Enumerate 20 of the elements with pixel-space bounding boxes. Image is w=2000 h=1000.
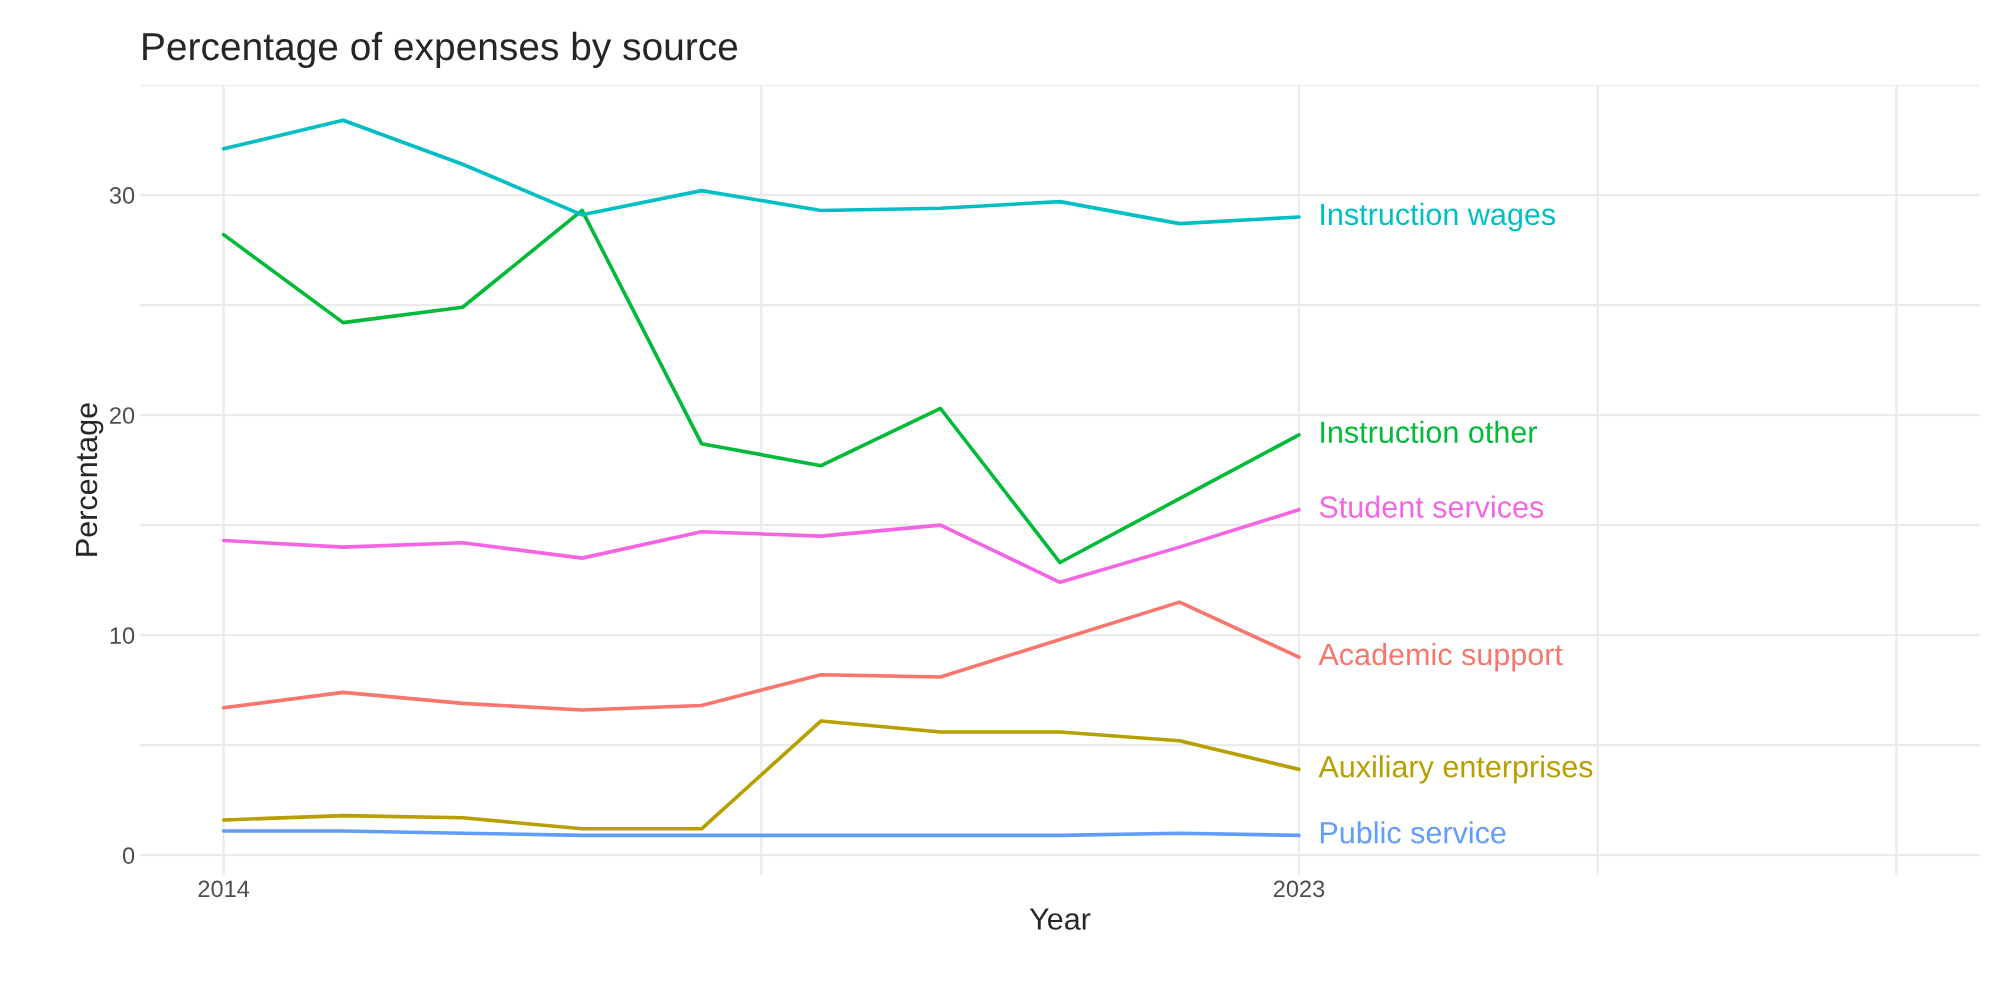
y-tick-label: 10 — [110, 627, 135, 644]
series-label: Instruction wages — [1321, 202, 1556, 232]
series-label: Academic support — [1318, 642, 1563, 672]
y-axis-title: Percentage — [75, 403, 104, 556]
y-tick-label: 0 — [122, 847, 135, 864]
y-tick-label: 20 — [110, 407, 135, 424]
x-axis-title: Year — [1029, 908, 1091, 930]
series-label: Instruction other — [1321, 420, 1537, 444]
chart-title: Percentage of expenses by source — [143, 31, 738, 69]
line-series — [221, 507, 1301, 585]
y-tick-label: 30 — [109, 187, 135, 204]
line-series — [221, 600, 1301, 712]
x-tick-label: 2023 — [1273, 880, 1325, 898]
line-series — [221, 208, 1301, 565]
x-tick-label: 2014 — [198, 880, 250, 898]
line-series — [221, 719, 1301, 831]
series-label: Student services — [1319, 495, 1544, 518]
series-label: Auxiliary enterprises — [1318, 755, 1593, 784]
series-label: Public service — [1320, 821, 1506, 844]
line-series — [221, 118, 1301, 226]
